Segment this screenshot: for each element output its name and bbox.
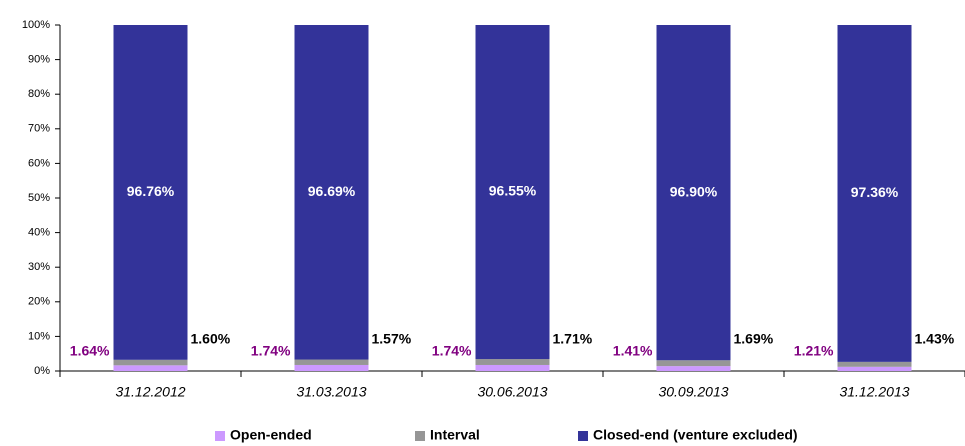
y-tick-label: 90% bbox=[28, 54, 50, 66]
value-label: 1.41% bbox=[613, 343, 653, 359]
legend-swatch bbox=[215, 431, 225, 441]
x-tick-label: 30.09.2013 bbox=[658, 384, 728, 400]
y-tick-label: 30% bbox=[28, 261, 50, 273]
value-label: 1.21% bbox=[794, 343, 834, 359]
y-tick-label: 80% bbox=[28, 88, 50, 100]
value-label: 1.60% bbox=[191, 331, 231, 347]
legend-swatch bbox=[578, 431, 588, 441]
bar-segment bbox=[294, 364, 369, 371]
value-label: 1.74% bbox=[251, 343, 291, 359]
value-label: 96.69% bbox=[308, 183, 356, 199]
y-tick-label: 10% bbox=[28, 330, 50, 342]
x-tick-label: 31.12.2013 bbox=[839, 384, 909, 400]
bar-segment bbox=[837, 25, 912, 362]
value-label: 1.43% bbox=[915, 331, 955, 347]
legend-label: Open-ended bbox=[230, 427, 312, 443]
bar-segment bbox=[837, 361, 912, 367]
value-label: 96.90% bbox=[670, 183, 718, 199]
y-tick-label: 60% bbox=[28, 157, 50, 169]
bar-segment bbox=[113, 25, 188, 360]
value-label: 1.57% bbox=[372, 331, 412, 347]
y-tick-label: 70% bbox=[28, 123, 50, 135]
bar-segment bbox=[113, 359, 188, 366]
value-label: 1.71% bbox=[553, 331, 593, 347]
value-label: 1.64% bbox=[70, 343, 110, 359]
bar-segment bbox=[294, 25, 369, 360]
y-tick-label: 0% bbox=[34, 365, 50, 377]
value-label: 96.76% bbox=[127, 183, 175, 199]
bar-segment bbox=[656, 366, 731, 371]
bar-segment bbox=[475, 364, 550, 371]
y-tick-label: 40% bbox=[28, 227, 50, 239]
bar-segment bbox=[656, 25, 731, 361]
legend-label: Interval bbox=[430, 427, 480, 443]
legend-swatch bbox=[415, 431, 425, 441]
y-tick-label: 50% bbox=[28, 192, 50, 204]
value-label: 97.36% bbox=[851, 184, 899, 200]
y-tick-label: 20% bbox=[28, 296, 50, 308]
value-label: 96.55% bbox=[489, 183, 537, 199]
bar-segment bbox=[475, 25, 550, 360]
bar-segment bbox=[113, 365, 188, 371]
bar-segment bbox=[656, 360, 731, 367]
bar-segment bbox=[294, 359, 369, 365]
bar-segment bbox=[837, 366, 912, 371]
x-tick-label: 31.12.2012 bbox=[115, 384, 185, 400]
y-tick-label: 100% bbox=[22, 19, 50, 31]
x-tick-label: 30.06.2013 bbox=[477, 384, 547, 400]
bar-segment bbox=[475, 359, 550, 365]
value-label: 1.69% bbox=[734, 331, 774, 347]
legend-label: Closed-end (venture excluded) bbox=[593, 427, 798, 443]
value-label: 1.74% bbox=[432, 343, 472, 359]
x-tick-label: 31.03.2013 bbox=[296, 384, 366, 400]
